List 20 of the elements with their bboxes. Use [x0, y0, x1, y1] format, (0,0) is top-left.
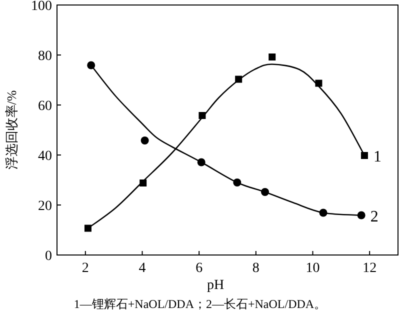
x-tick-label: 4 — [138, 261, 146, 276]
text: 1—锂辉石+NaOL/DDA；2—长石+NaOL/DDA。 — [74, 297, 326, 311]
y-tick-label: 0 — [45, 249, 52, 264]
x-tick-label: 6 — [196, 261, 203, 276]
series-label: 2 — [370, 208, 378, 226]
point — [360, 152, 368, 159]
series-label: 1 — [373, 148, 382, 166]
y-axis-title: 浮选回收率/% — [4, 90, 19, 170]
point — [268, 54, 276, 60]
y-tick-label: 40 — [38, 149, 52, 164]
y-tick-label: 60 — [38, 99, 52, 114]
x-tick-label: 12 — [362, 261, 377, 276]
x-tick-label: 2 — [82, 261, 89, 276]
point — [140, 136, 149, 144]
y-tick-label: 20 — [38, 199, 52, 214]
x-tick-label: 8 — [252, 261, 260, 276]
y-tick-label: 80 — [38, 49, 52, 64]
y-tick-label: 100 — [31, 0, 52, 14]
x-tick-label: 10 — [306, 261, 320, 276]
x-axis-title: pH — [206, 278, 224, 293]
